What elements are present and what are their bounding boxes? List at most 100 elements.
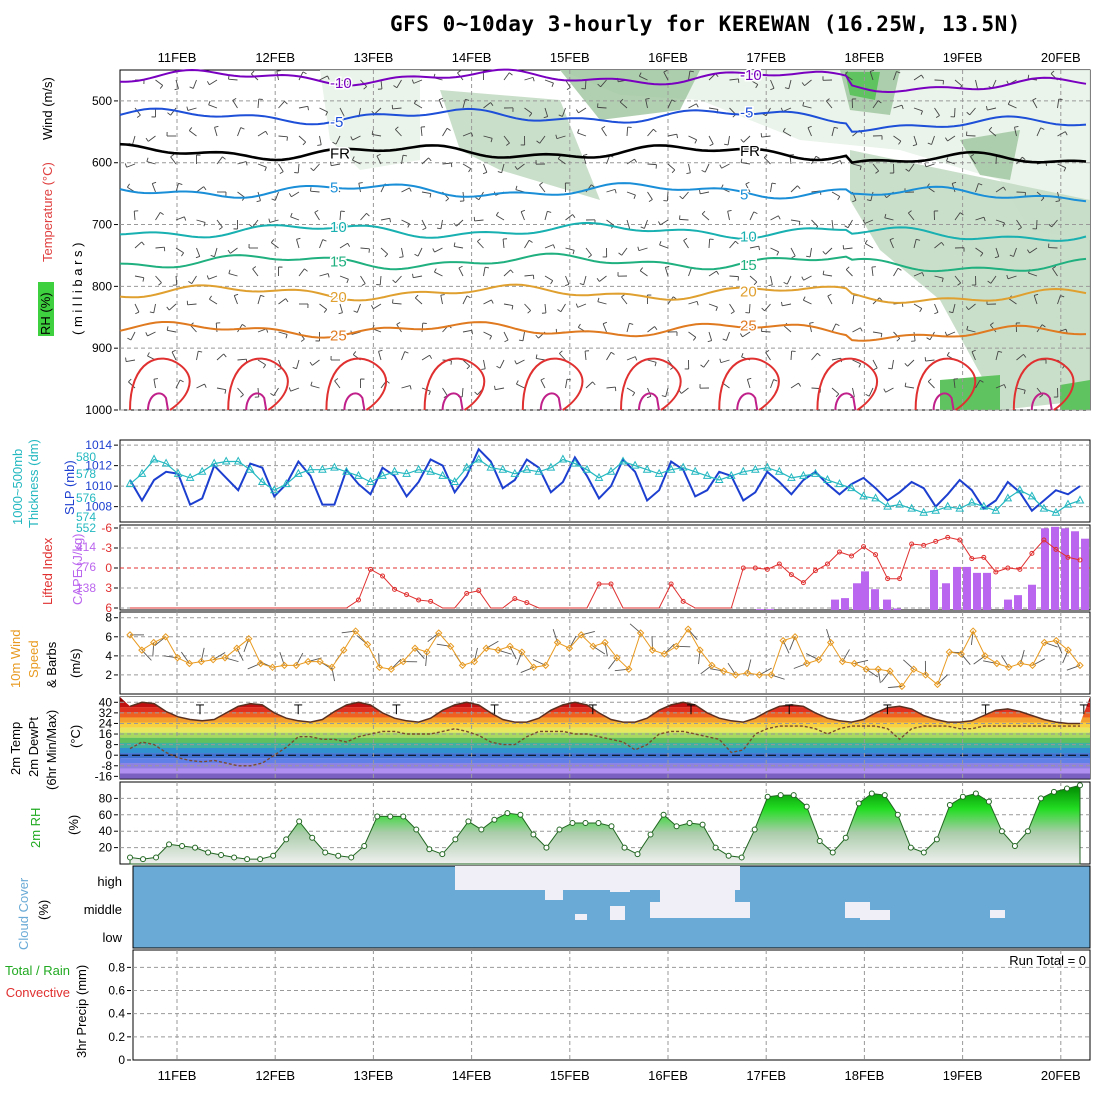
wind-barb	[606, 155, 611, 165]
wind-barb-flag	[654, 326, 658, 330]
wind-barb	[1057, 295, 1061, 305]
tick-label: -6	[101, 521, 112, 535]
upper-air-grid	[120, 70, 1090, 411]
lifted-index-point	[957, 537, 963, 543]
tick-label: 4	[105, 649, 112, 663]
wind-barb	[216, 219, 223, 228]
isotherm-label: 10	[740, 229, 757, 246]
wind-barb	[743, 135, 751, 143]
wind-barb-flag	[966, 325, 969, 330]
wind-barb-flag	[511, 305, 514, 310]
wind10-point	[720, 667, 728, 675]
wind-barb	[606, 219, 615, 226]
wind-barb-flag	[495, 211, 499, 216]
wind-barb-flag	[166, 306, 170, 311]
wind10-point	[280, 661, 289, 670]
rh2m-point	[673, 823, 680, 830]
wind-barb-flag	[971, 349, 976, 353]
wind-barb-flag	[699, 189, 701, 194]
wind-barb	[905, 386, 915, 389]
temperature-band	[120, 753, 1090, 759]
wind-barb	[1014, 127, 1017, 137]
wind10-point	[1076, 661, 1084, 670]
wind-barb-flag	[770, 87, 775, 91]
wind-barb	[995, 219, 1005, 224]
wind-barb	[667, 133, 677, 137]
wind-barb	[893, 104, 903, 109]
wind-barb-flag	[619, 98, 624, 103]
wind10-point	[482, 644, 490, 652]
cape-bar	[942, 583, 950, 610]
wind-barb	[749, 211, 755, 221]
rh2m-point	[153, 854, 160, 861]
wind-barb	[278, 331, 288, 335]
date-label-bottom: 19FEB	[943, 1068, 983, 1083]
wind-barb	[331, 163, 341, 167]
heat-contour-inner	[932, 392, 955, 411]
tick-label: -16	[95, 769, 113, 783]
wind-barb-flag	[921, 74, 924, 79]
lifted-index-point	[608, 581, 614, 587]
cape-bar	[953, 566, 961, 610]
lifted-index-point	[921, 542, 927, 548]
wind-barb	[659, 244, 669, 249]
rh2m-area	[127, 782, 1083, 865]
heat-contour	[325, 357, 388, 411]
wind10-axis: 8 6 4 2	[105, 611, 118, 682]
cape-bar	[871, 589, 879, 610]
wind-barb	[748, 303, 751, 314]
date-label-bottom: 12FEB	[255, 1068, 295, 1083]
cape-bar	[1028, 584, 1036, 610]
wind10-point	[577, 631, 585, 639]
wind-barb-flag	[411, 79, 415, 84]
rh2m-point	[660, 811, 667, 818]
wind-barb	[852, 295, 855, 305]
wind-barb	[708, 107, 718, 110]
thickness-point	[474, 454, 484, 463]
heat-contour	[620, 357, 682, 411]
wind-barb-flag	[657, 221, 661, 226]
wind-barb	[643, 219, 648, 229]
temperature-band	[120, 717, 1090, 723]
wind-barb-flag	[475, 197, 480, 201]
tick-label: 1008	[85, 500, 112, 514]
wind10-point	[981, 652, 989, 660]
wind10-point	[1028, 661, 1037, 670]
wind-barb	[378, 351, 382, 361]
wind-barb	[577, 132, 587, 137]
lifted-index-point	[981, 554, 987, 560]
wind-barb	[153, 379, 156, 389]
wind-barb-flag	[210, 255, 215, 258]
wind10-ylabel-1: 10m Wind	[8, 629, 23, 688]
wind-barb-flag	[730, 311, 735, 315]
wind-barb	[601, 128, 607, 137]
wind-ylabel: Wind (m/s)	[40, 77, 55, 140]
wind-barb-flag	[1064, 131, 1068, 136]
wind-barb-flag	[395, 126, 399, 130]
wind-barb	[274, 191, 279, 201]
wind-barb-flag	[260, 294, 265, 297]
wind-barb	[683, 240, 689, 249]
wind-barb-flag	[240, 394, 244, 398]
cloud-clear-gap	[650, 902, 750, 918]
wind-barb	[831, 160, 841, 165]
thickness-point	[221, 456, 231, 465]
wind10-point	[268, 663, 277, 672]
rh2m-point	[712, 844, 719, 851]
rh2m-point	[296, 818, 303, 825]
lifted-index-point	[476, 588, 482, 594]
wind-barb-flag	[577, 323, 581, 328]
wind-barb	[831, 323, 837, 333]
wind10-point	[957, 650, 965, 658]
wind-barb-flag	[709, 143, 714, 147]
wind-barb-flag	[310, 167, 314, 172]
thickness-point	[161, 458, 171, 467]
wind-barb-flag	[700, 364, 704, 368]
wind-barb	[600, 79, 607, 88]
wind-barb-flag	[875, 170, 879, 174]
heat-contour-inner	[147, 392, 169, 411]
wind-barb	[925, 163, 935, 168]
wind-barb-flag	[827, 293, 832, 297]
thickness-point	[991, 505, 1001, 514]
wind10-point	[340, 646, 348, 654]
